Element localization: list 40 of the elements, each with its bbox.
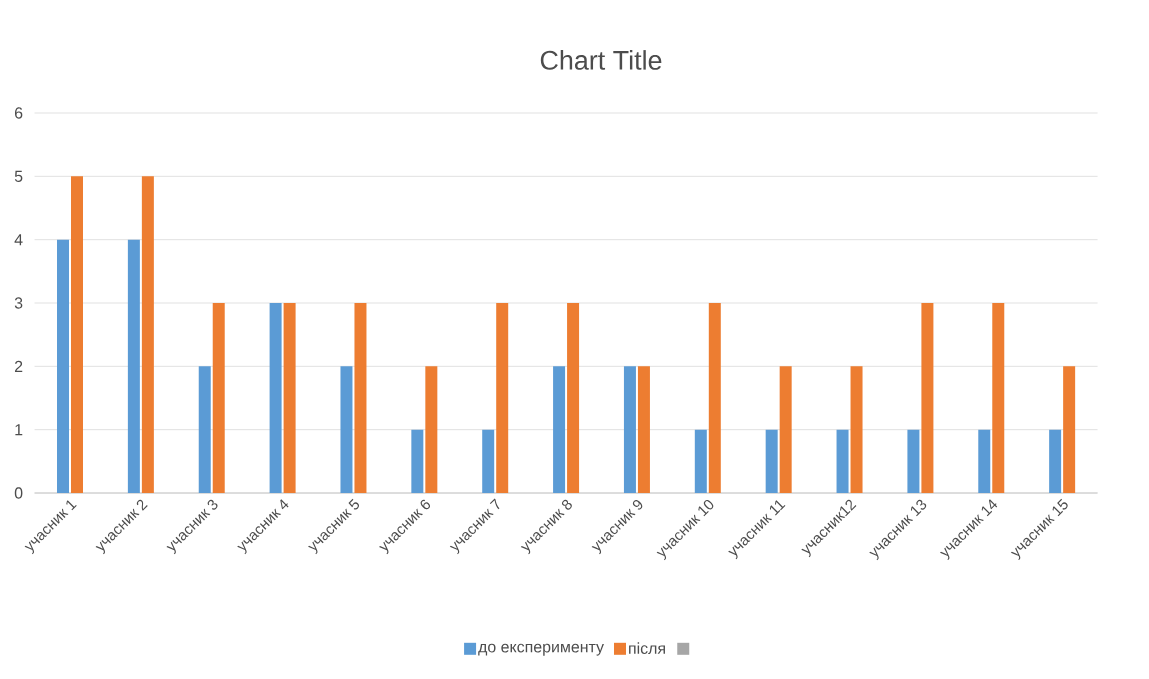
y-tick-label: 4	[14, 234, 23, 246]
bar	[765, 429, 778, 493]
bar	[637, 366, 650, 493]
bar	[708, 303, 721, 493]
bar	[623, 366, 636, 493]
bar	[141, 176, 154, 493]
chart-title: Chart Title	[540, 50, 662, 70]
y-tick-label: 0	[14, 487, 23, 499]
bar	[425, 366, 438, 493]
bar	[212, 303, 225, 493]
y-tick-label: 6	[14, 107, 23, 119]
bar	[411, 429, 424, 493]
bar	[992, 303, 1005, 493]
bar	[553, 366, 566, 493]
bar	[567, 303, 580, 493]
bar	[978, 429, 991, 493]
bar	[694, 429, 707, 493]
bar	[779, 366, 792, 493]
bar	[198, 366, 211, 493]
bar	[269, 303, 282, 493]
bar	[354, 303, 367, 493]
bar	[340, 366, 353, 493]
bar	[71, 176, 83, 493]
bar	[850, 366, 863, 493]
bar	[57, 239, 69, 493]
y-tick-label: 2	[14, 360, 23, 372]
legend-label: після	[629, 642, 665, 654]
y-tick-label: 3	[14, 297, 23, 309]
bar	[1049, 429, 1062, 493]
bar	[1063, 366, 1076, 493]
bar	[127, 239, 140, 493]
bar	[496, 303, 509, 493]
bar	[921, 303, 934, 493]
y-tick-label: 5	[14, 170, 23, 182]
bar	[482, 429, 495, 493]
y-tick-label: 1	[15, 424, 23, 436]
legend-label: до експерименту	[478, 643, 604, 656]
bar	[283, 303, 296, 493]
bar	[907, 429, 920, 493]
bar	[836, 429, 849, 493]
